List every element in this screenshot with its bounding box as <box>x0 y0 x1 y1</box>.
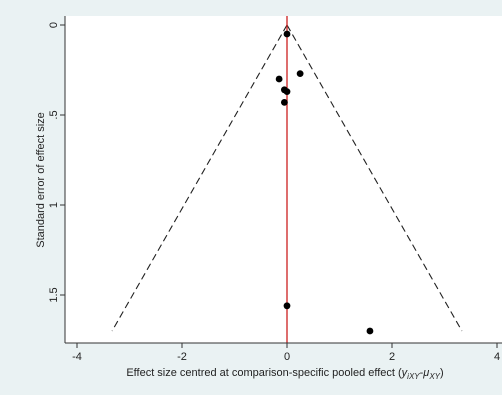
x-tick-label: 4 <box>494 351 500 363</box>
y-axis-ticks: 0 .5 1 1.5 <box>48 22 65 303</box>
data-point <box>366 327 374 335</box>
data-points <box>275 30 374 335</box>
y-tick-label: 0 <box>48 22 60 28</box>
x-axis-title-sub1: iXY <box>407 372 420 381</box>
x-axis-title: Effect size centred at comparison-specif… <box>126 367 443 381</box>
data-point <box>296 70 304 77</box>
y-tick-label: .5 <box>48 110 60 119</box>
x-tick-label: -4 <box>72 351 82 363</box>
x-axis-title-sub2: XY <box>428 372 440 381</box>
x-tick-label: 2 <box>389 351 395 363</box>
y-tick-label: 1.5 <box>48 287 60 302</box>
x-axis-title-mu: μ <box>422 367 429 379</box>
funnel-lines <box>111 24 463 332</box>
data-point <box>275 75 283 83</box>
funnel-line-left <box>111 24 288 332</box>
data-point <box>283 30 291 38</box>
x-axis-title-dash: - <box>420 367 424 379</box>
data-point <box>283 302 291 310</box>
x-tick-label: -2 <box>177 351 187 363</box>
funnel-line-right <box>286 24 463 332</box>
plot-area <box>65 16 502 343</box>
x-axis-ticks: -4 -2 0 2 4 <box>72 343 500 363</box>
y-tick-label: 1 <box>48 202 60 208</box>
x-axis-title-y: y <box>401 367 409 379</box>
data-point <box>280 99 288 106</box>
data-point <box>283 88 291 95</box>
x-axis-title-end: ) <box>440 367 444 379</box>
x-tick-label: 0 <box>284 351 290 363</box>
y-axis-title: Standard error of effect size <box>35 112 47 248</box>
x-axis-title-main: Effect size centred at comparison-specif… <box>126 367 402 379</box>
